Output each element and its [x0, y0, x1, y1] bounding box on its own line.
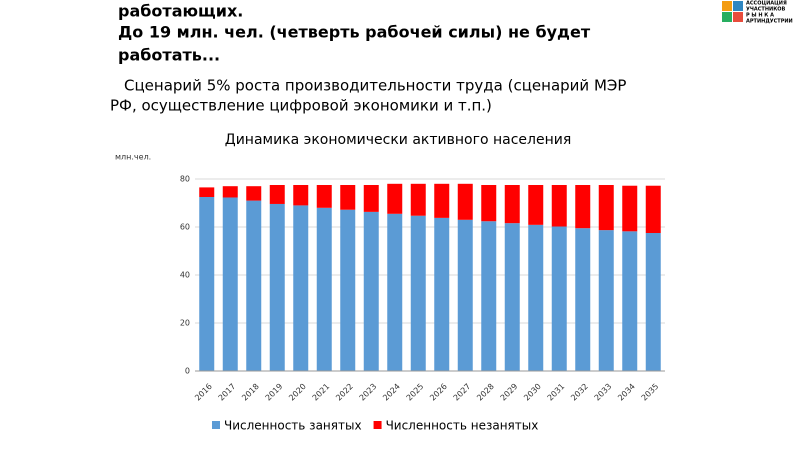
x-tick-label: 2025: [405, 382, 426, 403]
bar: [622, 231, 638, 371]
logo: АССОЦИАЦИЯ УЧАСТНИКОВ Р Ы Н К А АРТИНДУС…: [722, 1, 793, 25]
logo-tile: [733, 12, 743, 22]
legend-label: Численность занятых: [224, 419, 362, 433]
bar: [222, 186, 238, 198]
header-line: работать...: [118, 46, 220, 65]
x-tick-label: 2032: [569, 382, 590, 403]
bar: [340, 185, 356, 210]
x-tick-label: 2024: [381, 382, 402, 403]
logo-text: АССОЦИАЦИЯ: [746, 1, 787, 7]
y-tick-label: 40: [180, 271, 190, 280]
bar: [645, 233, 661, 371]
bar: [387, 183, 403, 214]
bar: [246, 186, 262, 201]
x-tick-label: 2033: [593, 382, 614, 403]
x-tick-label: 2030: [522, 382, 543, 403]
bar: [410, 215, 426, 371]
x-tick-label: 2031: [546, 382, 567, 403]
bar: [293, 205, 309, 371]
bar: [575, 185, 591, 229]
bar: [551, 185, 567, 227]
y-tick-label: 0: [185, 367, 190, 376]
bar: [622, 185, 638, 232]
bar: [504, 223, 520, 371]
y-tick-label: 20: [180, 319, 190, 328]
subtitle: Сценарий 5% роста производительности тру…: [124, 77, 626, 95]
bar: [199, 187, 215, 197]
bar: [457, 219, 473, 371]
y-axis-label: млн.чел.: [115, 153, 151, 162]
bar: [528, 224, 544, 371]
bar: [316, 185, 332, 208]
x-tick-label: 2034: [616, 382, 637, 403]
legend-swatch: [212, 421, 220, 429]
logo-tile: [733, 1, 743, 11]
bar: [575, 228, 591, 371]
x-tick-label: 2017: [217, 382, 238, 403]
bar: [598, 230, 614, 371]
x-tick-label: 2026: [428, 382, 449, 403]
logo-text: АРТИНДУСТРИИ: [746, 19, 793, 25]
bar: [504, 185, 520, 224]
x-tick-label: 2021: [311, 382, 332, 403]
y-tick-label: 80: [180, 175, 190, 184]
bar: [598, 185, 614, 231]
bar: [363, 211, 379, 371]
bar: [434, 183, 450, 218]
x-tick-label: 2022: [334, 382, 355, 403]
bar: [246, 200, 262, 371]
bar: [222, 197, 238, 371]
x-tick-label: 2027: [452, 382, 473, 403]
bar: [387, 213, 403, 371]
x-tick-label: 2029: [499, 382, 520, 403]
x-tick-label: 2020: [287, 382, 308, 403]
subtitle: РФ, осуществление цифровой экономики и т…: [110, 97, 492, 115]
bar: [481, 221, 497, 371]
x-tick-label: 2016: [193, 382, 214, 403]
logo-tile: [722, 1, 732, 11]
bar: [528, 185, 544, 225]
bar: [645, 185, 661, 233]
x-tick-label: 2018: [240, 382, 261, 403]
header-line: работающих.: [118, 2, 243, 21]
chart-title: Динамика экономически активного населени…: [225, 132, 572, 148]
logo-text: Р Ы Н К А: [746, 13, 774, 19]
legend-swatch: [373, 421, 382, 429]
bar: [551, 226, 567, 371]
legend-label: Численность незанятых: [386, 419, 539, 433]
bar: [457, 183, 473, 220]
bar: [269, 203, 285, 371]
bar: [434, 217, 450, 371]
bar: [199, 197, 215, 371]
bar: [269, 185, 285, 204]
x-tick-label: 2028: [475, 382, 496, 403]
x-tick-label: 2023: [358, 382, 379, 403]
bar: [410, 183, 426, 216]
logo-tile: [722, 12, 732, 22]
bar: [316, 207, 332, 371]
bar: [340, 209, 356, 371]
logo-text: УЧАСТНИКОВ: [746, 7, 786, 13]
bar: [481, 185, 497, 222]
bar: [363, 185, 379, 212]
bar: [293, 185, 309, 206]
y-tick-label: 60: [180, 223, 190, 232]
x-tick-label: 2019: [264, 382, 285, 403]
x-tick-label: 2035: [640, 382, 661, 403]
header-line: До 19 млн. чел. (четверть рабочей силы) …: [118, 23, 591, 42]
